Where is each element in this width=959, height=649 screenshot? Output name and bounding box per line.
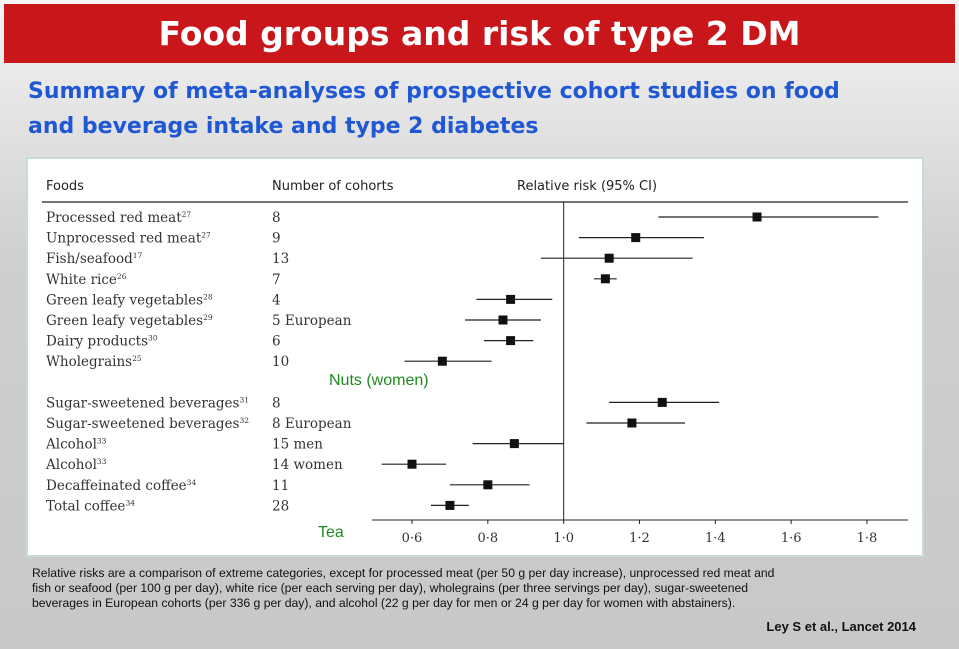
row-label-food: Sugar-sweetened beverages31 [46,395,249,411]
row-label-ref: 29 [203,313,213,322]
footnote: Relative risks are a comparison of extre… [32,566,924,611]
row-cohort-count: 8 European [272,416,352,432]
subtitle-line-1: Summary of meta-analyses of prospective … [28,79,840,104]
x-tick-label: 1·2 [629,531,650,546]
row-label-ref: 26 [117,272,127,281]
x-tick-label: 1·6 [781,531,802,546]
row-cohort-count: 8 [272,210,281,226]
point-estimate [627,418,637,428]
row-cohort-count: 11 [272,478,289,494]
footnote-line-2: fish or seafood (per 100 g per day), whi… [32,581,749,595]
row-label-ref: 27 [182,210,192,219]
row-label-ref: 27 [201,231,211,240]
row-label-food: Decaffeinated coffee34 [46,478,196,494]
point-estimate [657,397,667,407]
footnote-line-3: beverages in European cohorts (per 336 g… [32,596,736,610]
row-cohort-count: 14 women [272,457,343,473]
x-tick-label: 1·4 [705,531,726,546]
row-cohort-count: 8 [272,395,281,411]
row-label-ref: 17 [133,251,143,260]
row-cohort-count: 9 [272,231,281,247]
row-label-food: White rice26 [46,272,127,288]
row-label-ref: 33 [97,457,107,466]
row-cohort-count: 7 [272,272,281,288]
x-tick-label: 0·6 [402,531,423,546]
header-foods: Foods [46,179,84,194]
point-estimate [509,439,519,449]
point-estimate [483,480,493,490]
point-estimate [437,356,447,366]
row-cohort-count: 13 [272,251,289,267]
row-label-food: Alcohol33 [45,437,107,453]
row-label-ref: 28 [203,292,213,301]
row-label-ref: 31 [239,395,249,404]
citation: Ley S et al., Lancet 2014 [766,619,916,634]
slide-title-bar: Food groups and risk of type 2 DM [4,4,955,63]
row-label-ref: 34 [125,498,135,507]
row-label-ref: 32 [239,416,249,425]
subtitle-line-2: and beverage intake and type 2 diabetes [28,114,539,139]
x-tick-label: 1·0 [553,531,574,546]
annotation-tea: Tea [318,524,344,541]
row-label-food: Wholegrains25 [46,354,142,370]
point-estimate [600,274,610,284]
forest-plot-frame: Foods Number of cohorts Relative risk (95%… [26,157,924,557]
header-relative-risk: Relative risk (95% CI) [517,179,657,194]
point-estimate [445,500,455,510]
row-cohort-count: 5 European [272,313,352,329]
x-tick-label: 1·8 [857,531,878,546]
point-estimate [506,294,516,304]
row-label-food: Sugar-sweetened beverages32 [46,416,249,432]
row-cohort-count: 15 men [272,437,323,453]
row-label-food: Total coffee34 [46,498,135,514]
annotation-nuts-women: Nuts (women) [329,372,429,389]
x-tick-label: 0·8 [477,531,498,546]
row-cohort-count: 10 [272,354,289,370]
row-label-food: Alcohol33 [45,457,107,473]
slide-title: Food groups and risk of type 2 DM [158,14,801,53]
footnote-line-1: Relative risks are a comparison of extre… [32,566,775,580]
row-label-ref: 30 [148,334,158,343]
row-label-food: Green leafy vegetables28 [46,292,213,308]
row-label-food: Unprocessed red meat27 [46,231,211,247]
row-label-ref: 34 [187,478,197,487]
row-cohort-count: 28 [272,498,289,514]
row-label-food: Processed red meat27 [46,210,191,226]
row-label-ref: 25 [132,354,142,363]
row-label-ref: 33 [97,437,107,446]
point-estimate [752,212,762,222]
row-cohort-count: 4 [272,292,281,308]
row-label-food: Fish/seafood17 [46,251,142,267]
slide-subtitle: Summary of meta-analyses of prospective … [28,74,928,144]
point-estimate [631,233,641,243]
row-cohort-count: 6 [272,334,281,350]
row-label-food: Dairy products30 [46,334,158,350]
point-estimate [407,459,417,469]
header-cohorts: Number of cohorts [272,179,394,194]
row-label-food: Green leafy vegetables29 [46,313,213,329]
point-estimate [506,336,516,346]
point-estimate [498,315,508,325]
point-estimate [604,253,614,263]
forest-plot: Foods Number of cohorts Relative risk (95%… [42,179,908,546]
